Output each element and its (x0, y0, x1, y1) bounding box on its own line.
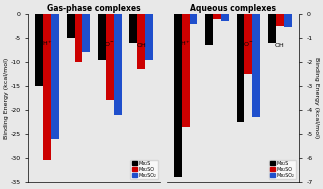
Bar (174, 14, 182, 177)
Bar (237, 14, 245, 122)
Bar (182, 14, 190, 127)
Bar (213, 14, 221, 19)
Text: OH: OH (136, 43, 146, 47)
Bar (137, 14, 145, 69)
Bar (221, 14, 229, 21)
Bar (114, 14, 121, 115)
Bar (145, 14, 153, 60)
Legend: Me₂S, Me₂SO, Me₂SO₂: Me₂S, Me₂SO, Me₂SO₂ (130, 160, 158, 179)
Bar (67, 14, 75, 38)
Title: Gas-phase complexes: Gas-phase complexes (47, 4, 141, 13)
Bar (190, 14, 197, 24)
Title: Aqueous complexes: Aqueous complexes (190, 4, 276, 13)
Y-axis label: Binding Energy (kcal/mol): Binding Energy (kcal/mol) (314, 57, 319, 139)
Bar (106, 14, 114, 100)
Y-axis label: Binding Energy (kcal/mol): Binding Energy (kcal/mol) (4, 57, 9, 139)
Bar (51, 14, 59, 139)
Bar (130, 14, 137, 43)
Text: $\rm H^+$: $\rm H^+$ (180, 39, 191, 47)
Legend: Me₂S, Me₂SO, Me₂SO₂: Me₂S, Me₂SO, Me₂SO₂ (269, 160, 296, 179)
Bar (36, 14, 43, 86)
Bar (284, 14, 291, 27)
Bar (276, 14, 284, 26)
Bar (43, 14, 51, 160)
Bar (245, 14, 252, 74)
Bar (252, 14, 260, 117)
Bar (98, 14, 106, 60)
Text: $\rm H^+$: $\rm H^+$ (42, 39, 53, 47)
Bar (75, 14, 82, 62)
Bar (268, 14, 276, 43)
Text: OH: OH (275, 43, 285, 47)
Bar (82, 14, 90, 52)
Text: $\rm O^-$: $\rm O^-$ (243, 40, 254, 47)
Text: $\rm O^-$: $\rm O^-$ (104, 40, 115, 47)
Bar (205, 14, 213, 45)
